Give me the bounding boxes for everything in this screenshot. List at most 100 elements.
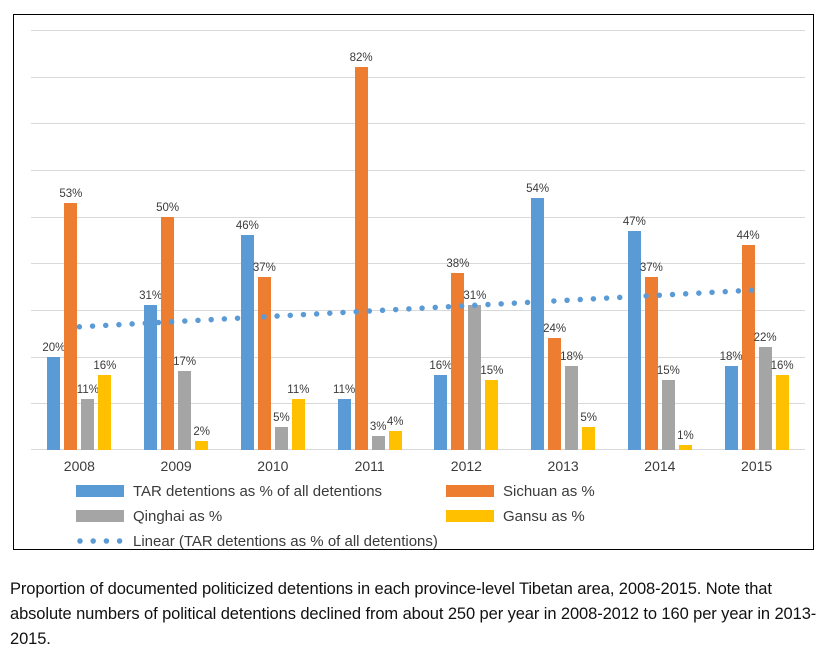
- tar-swatch-icon: [76, 485, 124, 497]
- bar-value-label-2008-gansu: 16%: [93, 360, 117, 373]
- bar-value-label-2010-qinghai: 5%: [273, 411, 290, 424]
- bar-group-2014: 47% 37% 15% 1%: [612, 30, 709, 450]
- legend-item-trendline: Linear (TAR detentions as % of all deten…: [76, 532, 438, 550]
- gridline-10: [31, 403, 805, 405]
- qinghai-swatch-icon: [76, 510, 124, 522]
- plot-area: 20% 53% 11% 16% 31% 50% 17% 2% 46% 37% 5% 11% 11% 82%…: [31, 30, 805, 450]
- bar-value-label-2013-qinghai: 18%: [560, 351, 584, 363]
- bar-2011-tar: 11%: [333, 384, 355, 450]
- bar-value-label-2014-sichuan: 37%: [639, 262, 663, 275]
- bar-2009-qinghai: 17%: [173, 356, 196, 450]
- bar-2015-sichuan: 44%: [737, 230, 760, 450]
- x-axis-label-2010: 2010: [257, 458, 289, 474]
- bar-2011-qinghai: 3%: [370, 421, 386, 450]
- bar-value-label-2015-tar: 18%: [719, 351, 743, 363]
- bar-value-label-2009-qinghai: 17%: [173, 355, 197, 368]
- bar-2010-gansu: 11%: [287, 384, 309, 450]
- gridline-90: [31, 30, 805, 31]
- sichuan-swatch-icon: [446, 485, 494, 497]
- bar-value-label-2011-gansu: 4%: [386, 416, 404, 429]
- bar-2008-qinghai: 11%: [77, 384, 99, 450]
- bar-value-label-2008-qinghai: 11%: [76, 383, 99, 396]
- bar-2010-qinghai: 5%: [273, 412, 290, 450]
- bar-value-label-2008-tar: 20%: [42, 341, 66, 354]
- bar-value-label-2011-tar: 11%: [333, 383, 356, 396]
- bar-2014-sichuan: 37%: [640, 262, 663, 450]
- bar-2014-tar: 47%: [623, 216, 646, 450]
- bar-value-label-2015-gansu: 16%: [770, 360, 794, 373]
- bar-2015-qinghai: 22%: [754, 332, 777, 450]
- bar-value-label-2011-sichuan: 82%: [349, 52, 373, 65]
- bar-value-label-2013-tar: 54%: [526, 183, 550, 195]
- bar-2008-sichuan: 53%: [59, 188, 82, 450]
- bar-value-label-2015-sichuan: 44%: [736, 229, 760, 242]
- bar-value-label-2012-gansu: 15%: [480, 365, 504, 377]
- bar-value-label-2011-qinghai: 3%: [369, 421, 387, 433]
- bar-value-label-2013-gansu: 5%: [580, 411, 597, 424]
- chart-frame: 20% 53% 11% 16% 31% 50% 17% 2% 46% 37% 5% 11% 11% 82%…: [13, 14, 814, 550]
- bar-2014-gansu: 1%: [677, 430, 694, 450]
- x-axis-label-2012: 2012: [450, 458, 482, 474]
- bar-value-label-2014-qinghai: 15%: [656, 365, 680, 377]
- bar-2012-tar: 16%: [429, 360, 452, 450]
- bar-2013-qinghai: 18%: [560, 351, 583, 450]
- x-axis-label-2008: 2008: [63, 458, 95, 474]
- legend-label-tar: TAR detentions as % of all detentions: [133, 482, 383, 500]
- gridline-40: [31, 263, 805, 265]
- bar-2009-tar: 31%: [139, 290, 162, 450]
- bar-group-2015: 18% 44% 22% 16%: [708, 30, 805, 450]
- legend-label-qinghai: Qinghai as %: [133, 507, 223, 525]
- bar-value-label-2013-sichuan: 24%: [543, 323, 567, 335]
- bar-2011-sichuan: 82%: [350, 52, 373, 450]
- bar-2009-gansu: 2%: [193, 426, 210, 450]
- legend-label-gansu: Gansu as %: [503, 507, 585, 525]
- legend-label-sichuan: Sichuan as %: [503, 482, 595, 500]
- figure-caption: Proportion of documented politicized det…: [10, 579, 817, 648]
- bar-value-label-2012-qinghai: 31%: [463, 290, 487, 303]
- gridline-80: [31, 76, 805, 78]
- x-axis-label-2013: 2013: [547, 458, 579, 474]
- bar-value-label-2010-sichuan: 37%: [252, 262, 276, 275]
- bar-group-2012: 16% 38% 31% 15%: [418, 30, 515, 450]
- gridline-20: [31, 356, 805, 358]
- bar-2014-qinghai: 15%: [657, 365, 680, 450]
- legend-item-sichuan: Sichuan as %: [446, 482, 595, 500]
- bar-2012-gansu: 15%: [480, 365, 503, 450]
- legend-item-gansu: Gansu as %: [446, 507, 585, 525]
- bar-group-2013: 54% 24% 18% 5%: [515, 30, 612, 450]
- gridline-50: [31, 216, 805, 218]
- bar-value-label-2009-sichuan: 50%: [156, 201, 180, 214]
- x-axis-line: [31, 449, 805, 450]
- bar-value-label-2014-gansu: 1%: [677, 430, 694, 443]
- bar-value-label-2010-gansu: 11%: [287, 383, 310, 396]
- bar-value-label-2015-qinghai: 22%: [753, 332, 777, 345]
- x-axis-labels: 2008 2009 2010 2011 2012 2013 2014 2015: [31, 458, 805, 474]
- bar-2009-sichuan: 50%: [156, 202, 179, 450]
- bar-2012-qinghai: 31%: [463, 290, 486, 450]
- bar-value-label-2010-tar: 46%: [235, 220, 259, 233]
- bar-group-2011: 11% 82% 3% 4%: [321, 30, 418, 450]
- legend-item-tar: TAR detentions as % of all detentions: [76, 482, 383, 500]
- legend-item-qinghai: Qinghai as %: [76, 507, 223, 525]
- bar-group-2009: 31% 50% 17% 2%: [128, 30, 225, 450]
- bar-2015-gansu: 16%: [771, 360, 794, 450]
- legend-label-trendline: Linear (TAR detentions as % of all deten…: [133, 532, 438, 550]
- gridline-60: [31, 170, 805, 171]
- x-axis-label-2015: 2015: [741, 458, 773, 474]
- bar-value-label-2009-tar: 31%: [139, 290, 163, 303]
- bar-2015-tar: 18%: [720, 351, 743, 450]
- bar-2010-sichuan: 37%: [253, 262, 276, 450]
- bar-group-2010: 46% 37% 5% 11%: [225, 30, 322, 450]
- x-axis-label-2014: 2014: [644, 458, 676, 474]
- bar-groups: 20% 53% 11% 16% 31% 50% 17% 2% 46% 37% 5% 11% 11% 82%…: [31, 30, 805, 450]
- bar-value-label-2012-sichuan: 38%: [446, 257, 470, 270]
- bar-2008-gansu: 16%: [93, 360, 116, 450]
- x-axis-label-2011: 2011: [354, 458, 385, 474]
- x-axis-label-2009: 2009: [160, 458, 192, 474]
- bar-group-2008: 20% 53% 11% 16%: [31, 30, 128, 450]
- bar-value-label-2008-sichuan: 53%: [59, 187, 83, 200]
- gridline-70: [31, 123, 805, 125]
- bar-value-label-2012-tar: 16%: [429, 360, 453, 373]
- bar-2011-gansu: 4%: [387, 416, 403, 450]
